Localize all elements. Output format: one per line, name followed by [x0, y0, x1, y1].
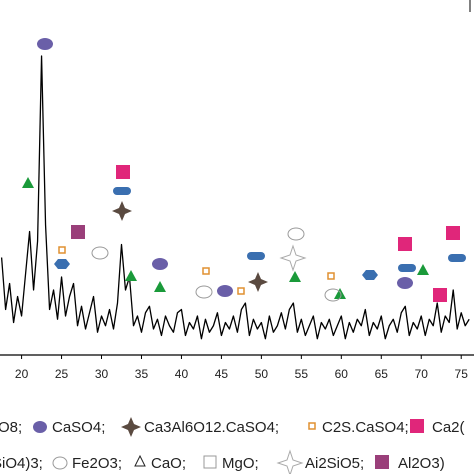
capsule	[448, 254, 466, 262]
square	[71, 225, 85, 239]
legend-text: CaSO4;	[52, 419, 105, 436]
small-square	[327, 272, 335, 280]
x-tick-label: 40	[175, 367, 189, 381]
small-square	[58, 246, 66, 254]
legend-text: C2S.CaSO4;	[322, 419, 409, 436]
hexagon	[54, 259, 70, 269]
legend-text: Ca2(	[432, 419, 465, 436]
legend-symbol	[121, 417, 141, 437]
triangle	[417, 264, 429, 275]
ellipse	[152, 258, 168, 270]
ellipse-outline	[287, 227, 305, 241]
ellipse	[37, 38, 53, 50]
legend-text: Ai2SiO5;	[305, 455, 364, 472]
legend-text: O8;	[0, 419, 22, 436]
legend-symbol	[203, 455, 217, 469]
x-tick-label: 45	[215, 367, 229, 381]
legend-text: Ca3Al6O12.CaSO4;	[144, 419, 279, 436]
legend-text: SiO4)3;	[0, 455, 43, 472]
hexagon	[362, 270, 378, 280]
x-tick-label: 25	[55, 367, 69, 381]
legend-text: MgO;	[222, 455, 259, 472]
x-tick-label: 50	[255, 367, 269, 381]
legend-symbol	[308, 422, 316, 430]
legend: O8; CaSO4; Ca3Al6O12.CaSO4; C2S.CaSO4; C…	[0, 417, 465, 474]
x-tick-label: 35	[135, 367, 149, 381]
ellipse	[397, 277, 413, 289]
xrd-line	[0, 55, 470, 340]
phase-markers	[22, 38, 466, 302]
legend-symbol	[410, 419, 424, 433]
legend-text: CaO;	[151, 455, 186, 472]
x-tick-label: 70	[415, 367, 429, 381]
x-tick-label: 20	[15, 367, 29, 381]
star	[112, 201, 132, 221]
legend-symbol	[52, 456, 68, 470]
small-square	[237, 287, 245, 295]
triangle	[334, 288, 346, 299]
triangle	[154, 281, 166, 292]
legend-symbol	[134, 454, 146, 467]
capsule	[247, 252, 265, 260]
triangle	[289, 271, 301, 282]
square	[116, 165, 130, 179]
ellipse-outline	[91, 246, 109, 260]
ellipse-outline	[195, 285, 213, 299]
legend-symbol	[375, 455, 389, 469]
capsule	[113, 187, 131, 195]
triangle	[22, 177, 34, 188]
x-tick-label: 55	[295, 367, 309, 381]
small-square	[202, 267, 210, 275]
square	[433, 288, 447, 302]
capsule	[398, 264, 416, 272]
x-tick-label: 60	[335, 367, 349, 381]
legend-text: Al2O3)	[398, 455, 445, 472]
star	[248, 272, 268, 292]
triangle	[125, 270, 137, 281]
x-tick-label: 30	[95, 367, 109, 381]
legend-text: Fe2O3;	[72, 455, 122, 472]
x-tick-label: 65	[375, 367, 389, 381]
square	[446, 226, 460, 240]
ellipse	[217, 285, 233, 297]
legend-symbol	[276, 449, 304, 474]
four-point-star	[279, 244, 307, 272]
legend-symbol	[33, 421, 47, 433]
x-tick-label: 75	[455, 367, 469, 381]
square	[398, 237, 412, 251]
ellipse-outline	[324, 288, 342, 302]
